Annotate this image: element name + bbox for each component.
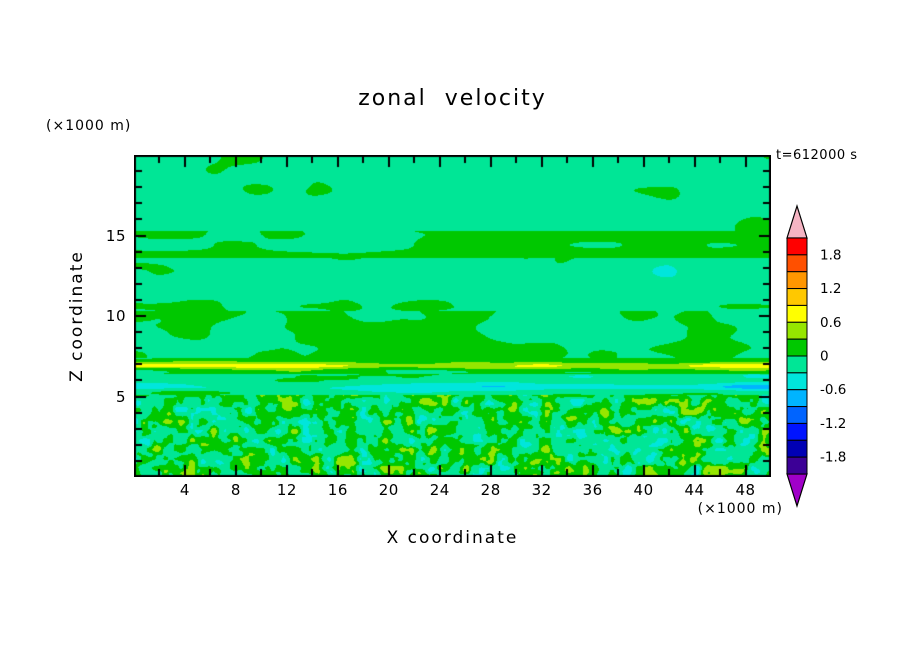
x-axis-title: X coordinate (386, 528, 519, 548)
colorbar-tick-label: -1.8 (820, 450, 846, 466)
y-axis-unit-label: (×1000 m) (46, 118, 132, 134)
velocity-field-canvas (134, 155, 771, 477)
colorbar-segment (786, 271, 808, 290)
colorbar-tick-label: 0 (820, 349, 829, 365)
colorbar-segment (786, 372, 808, 391)
x-tick-label: 36 (582, 481, 603, 499)
colorbar-segment (786, 355, 808, 374)
colorbar-segment (786, 321, 808, 340)
y-tick-label: 15 (105, 226, 126, 245)
x-tick-label: 32 (531, 481, 552, 499)
colorbar-segment (786, 439, 808, 458)
colorbar-segment (786, 406, 808, 424)
x-tick-label: 20 (378, 481, 399, 499)
x-tick-label: 48 (735, 481, 756, 499)
colorbar-segment (786, 237, 808, 256)
x-axis-unit-label: (×1000 m) (697, 501, 783, 517)
x-tick-label: 24 (429, 481, 450, 499)
colorbar-tick-label: 1.2 (820, 281, 841, 297)
x-tick-label: 40 (633, 481, 654, 499)
colorbar-segment (786, 338, 808, 357)
timestamp-annotation: t=612000 s (776, 148, 858, 163)
chart-title: zonal velocity (358, 86, 547, 111)
colorbar-tick-label: -0.6 (820, 382, 846, 398)
colorbar-arrow-down (786, 473, 808, 509)
colorbar-tick-label: 1.8 (820, 247, 841, 263)
colorbar: 1.8 1.2 0.6 0 -0.6 -1.2 -1.8 (786, 203, 846, 509)
colorbar-segment (786, 422, 808, 441)
colorbar-segment (786, 254, 808, 273)
x-tick-label: 28 (480, 481, 501, 499)
x-tick-label: 12 (276, 481, 297, 499)
x-tick-label: 16 (327, 481, 348, 499)
colorbar-tick-label: -1.2 (820, 416, 846, 432)
colorbar-segment (786, 456, 808, 475)
y-tick-label: 10 (105, 307, 126, 325)
x-tick-label: 4 (179, 481, 190, 499)
y-axis-title-text: Z coordinate (67, 250, 88, 382)
colorbar-arrow-up (786, 203, 808, 239)
colorbar-tick-label: 0.6 (820, 315, 841, 331)
colorbar-segment (786, 389, 808, 408)
y-tick-label: 5 (115, 387, 126, 406)
colorbar-segment (786, 288, 808, 306)
x-tick-label: 8 (230, 481, 241, 499)
x-tick-label: 44 (684, 481, 705, 499)
colorbar-segment (786, 304, 808, 323)
